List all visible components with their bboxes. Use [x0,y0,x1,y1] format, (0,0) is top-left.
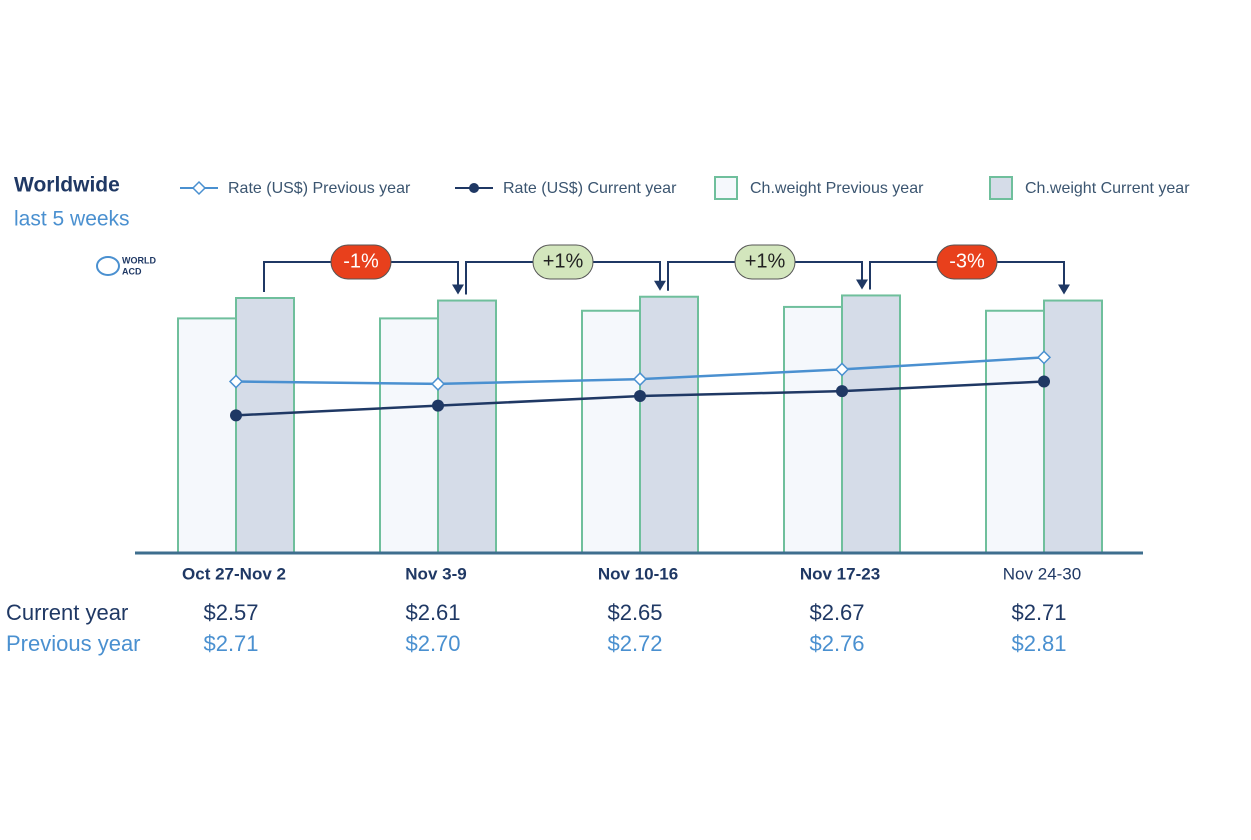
legend-marker [469,183,479,193]
logo-text: WORLD [122,255,156,265]
change-pill [330,244,392,280]
point [430,376,446,391]
row-value: $2.65 [607,600,662,625]
x-tick-label: Oct 27-Nov 2 [182,564,286,583]
x-tick-label: Nov 24-30 [1003,564,1081,583]
point [230,409,242,422]
bar [985,309,1045,554]
bar [235,297,295,554]
row-value: $2.71 [1011,600,1066,625]
point [836,385,848,398]
legend-swatch [989,176,1013,200]
row-value: $2.67 [809,600,864,625]
change-arrow [856,279,868,290]
change-pill [532,244,594,280]
x-tick-label: Nov 17-23 [800,564,880,583]
chart-title: Worldwide [14,174,120,197]
row-value: $2.71 [203,631,258,656]
change-label: -1% [343,250,379,272]
logo-icon [96,256,120,276]
bar [177,317,237,554]
change-label: +1% [543,250,584,272]
legend-label: Ch.weight Current year [1025,180,1190,197]
change-pill [936,244,998,280]
change-arrow [452,284,464,295]
chart-subtitle: last 5 weeks [14,208,130,231]
logo: WORLD ACD [96,255,156,276]
point [228,374,244,389]
change-label: +1% [745,250,786,272]
bar [841,294,901,554]
point [1038,375,1050,388]
change-arrow [654,280,666,291]
bar [639,295,699,554]
bar [437,299,497,554]
point [634,390,646,402]
point [432,399,444,412]
row-value: $2.61 [405,600,460,625]
row-value: $2.76 [809,631,864,656]
row-label: Current year [6,600,128,625]
change-label: -3% [949,250,985,272]
row-value: $2.72 [607,631,662,656]
bar [783,305,843,554]
bar [1043,299,1103,554]
change-pill [734,244,796,280]
legend-label: Rate (US$) Previous year [228,180,411,197]
x-tick-label: Nov 3-9 [405,564,466,583]
legend-label: Rate (US$) Current year [503,180,677,197]
legend-swatch [714,176,738,200]
row-label: Previous year [6,631,141,656]
x-tick-label: Nov 10-16 [598,564,678,583]
point [834,362,850,377]
bar [581,309,641,554]
legend-marker [191,180,207,196]
row-value: $2.70 [405,631,460,656]
bar [379,317,439,554]
legend-label: Ch.weight Previous year [750,180,924,197]
logo-text: ACD [122,266,142,276]
point [632,372,648,387]
point [1036,350,1052,365]
row-value: $2.57 [203,600,258,625]
change-arrow [1058,284,1070,295]
row-value: $2.81 [1011,631,1066,656]
